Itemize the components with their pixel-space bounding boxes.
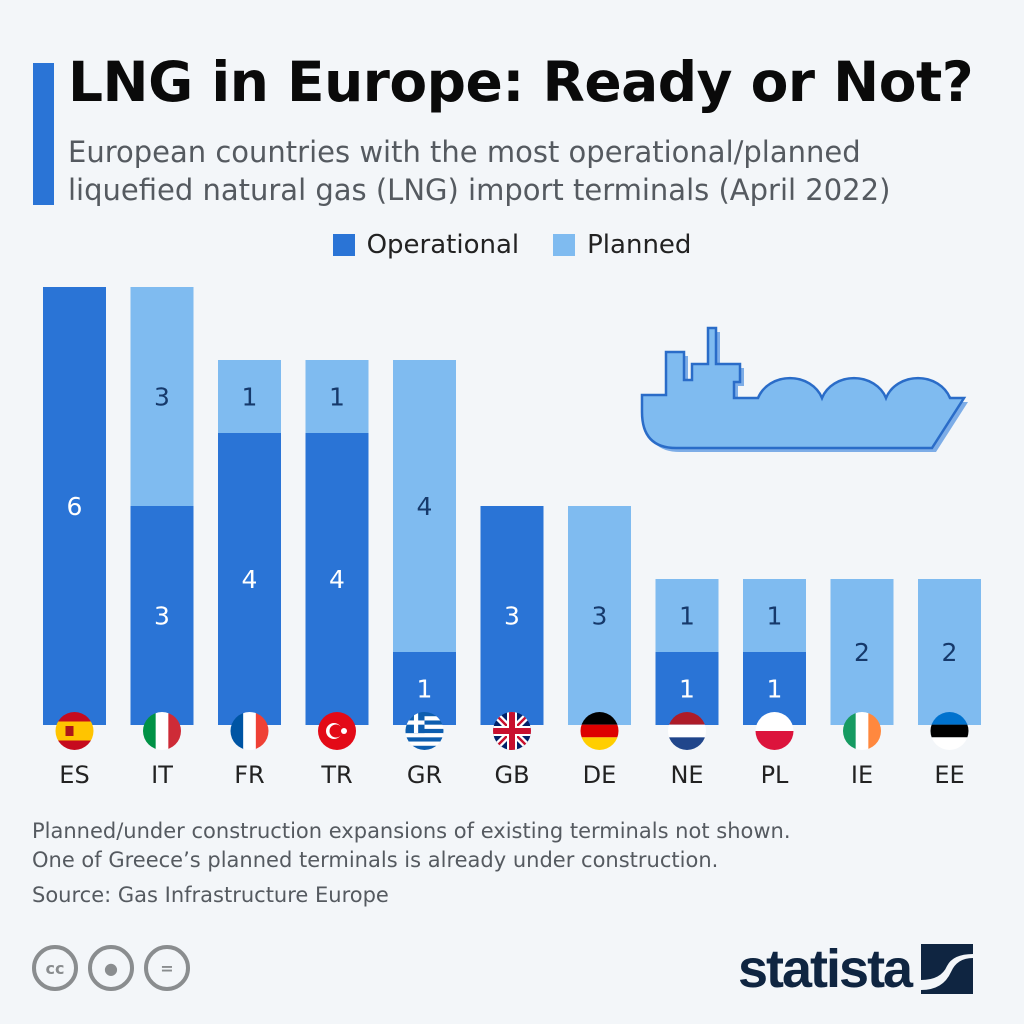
x-tick-label: DE	[583, 761, 617, 789]
bar-planned-ie	[830, 579, 894, 725]
flag-icon-ne	[668, 712, 706, 750]
bar-planned-ne	[655, 579, 719, 652]
x-tick-label: EE	[934, 761, 964, 789]
bar-group-ne: 1 1 NE	[655, 579, 719, 789]
bar-group-tr: 4 1 TR	[305, 360, 369, 789]
bar-group-ee: 2 EE	[918, 579, 981, 789]
legend: Operational Planned	[0, 230, 1024, 260]
statista-mark-icon	[921, 944, 974, 994]
flag-icon-it	[143, 712, 181, 750]
title-accent-bar	[33, 63, 54, 205]
legend-label-operational: Operational	[366, 230, 520, 260]
data-label: 3	[154, 383, 170, 412]
bar-operational-es	[43, 287, 106, 725]
legend-label-planned: Planned	[587, 230, 692, 260]
flag-icon-fr	[230, 712, 269, 750]
data-label: 3	[592, 602, 608, 631]
data-label: 3	[154, 602, 170, 631]
x-tick-label: FR	[234, 761, 264, 789]
flag-icon-gb	[493, 712, 531, 750]
bars: 6 ES 3 3 IT 4 1 FR 4 1 TR 1 4 GR 3 GB 3 DE 1 1 NE 1 1 PL 2 IE 2 EE	[43, 287, 981, 789]
flag-icon-ie	[843, 712, 881, 750]
cc-icon: cc	[32, 945, 78, 991]
footnote-2: One of Greece’s planned terminals is alr…	[32, 848, 719, 872]
flag-icon-pl	[755, 712, 794, 750]
data-label: 1	[417, 675, 433, 704]
source: Source: Gas Infrastructure Europe	[32, 883, 389, 907]
legend-swatch-planned	[553, 234, 576, 256]
footnote-1: Planned/under construction expansions of…	[32, 819, 791, 843]
x-tick-label: IE	[851, 761, 873, 789]
flag-icon-gr	[405, 712, 444, 750]
bar-group-gr: 1 4 GR	[393, 360, 456, 789]
flag-icon-de	[580, 712, 619, 750]
bar-operational-fr	[218, 433, 281, 725]
bar-group-gb: 3 GB	[480, 506, 544, 789]
bar-group-ie: 2 IE	[830, 579, 894, 789]
bar-group-it: 3 3 IT	[130, 287, 194, 789]
lng-tanker-ship-icon	[640, 326, 968, 452]
flag-icon-tr	[318, 712, 356, 750]
subtitle: European countries with the most operati…	[68, 133, 1008, 209]
data-label: 2	[942, 638, 958, 667]
bar-operational-it	[130, 506, 194, 725]
bar-group-de: 3 DE	[568, 506, 631, 789]
flag-icon-ee	[930, 712, 969, 750]
attribution-icon: ●	[88, 945, 134, 991]
legend-item-operational: Operational	[332, 230, 520, 260]
data-label: 1	[679, 602, 695, 631]
x-tick-label: ES	[59, 761, 89, 789]
bar-planned-tr	[305, 360, 369, 433]
statista-wordmark: statista	[738, 939, 913, 999]
bar-operational-gb	[480, 506, 544, 725]
bar-chart: 6 ES 3 3 IT 4 1 FR 4 1 TR 1 4 GR 3 GB 3 DE 1 1 NE 1 1 PL 2 IE 2 EE	[43, 287, 981, 789]
bar-group-pl: 1 1 PL	[743, 579, 806, 789]
x-tick-label: GR	[407, 761, 442, 789]
data-label: 6	[67, 492, 83, 521]
bar-planned-pl	[743, 579, 806, 652]
legend-item-planned: Planned	[553, 230, 691, 260]
x-tick-label: NE	[670, 761, 703, 789]
data-label: 3	[504, 602, 520, 631]
x-tick-label: PL	[761, 761, 789, 789]
no-derivatives-icon: =	[144, 945, 190, 991]
x-tick-label: IT	[151, 761, 173, 789]
bar-planned-gr	[393, 360, 456, 652]
footnotes: Planned/under construction expansions of…	[32, 817, 791, 875]
statista-logo[interactable]: statista	[738, 938, 974, 1000]
bar-operational-tr	[305, 433, 369, 725]
subtitle-line-2: liquefied natural gas (LNG) import termi…	[68, 173, 891, 207]
data-label: 2	[854, 638, 870, 667]
bar-group-es: 6 ES	[43, 287, 106, 789]
bar-planned-fr	[218, 360, 281, 433]
license-icons[interactable]: cc ● =	[32, 945, 190, 991]
data-label: 1	[242, 383, 258, 412]
data-label: 4	[242, 565, 258, 594]
data-label: 1	[767, 602, 783, 631]
data-label: 4	[329, 565, 345, 594]
x-tick-label: TR	[320, 761, 352, 789]
bar-planned-ee	[918, 579, 981, 725]
data-label: 1	[329, 383, 345, 412]
bar-planned-it	[130, 287, 194, 506]
data-label: 4	[417, 492, 433, 521]
data-label: 1	[679, 675, 695, 704]
data-label: 1	[767, 675, 783, 704]
x-tick-label: GB	[494, 761, 529, 789]
legend-swatch-operational	[332, 234, 355, 256]
bar-group-fr: 4 1 FR	[218, 360, 281, 789]
bar-planned-de	[568, 506, 631, 725]
page-title: LNG in Europe: Ready or Not?	[68, 50, 974, 114]
flag-icon-es	[55, 712, 94, 750]
subtitle-line-1: European countries with the most operati…	[68, 135, 861, 169]
